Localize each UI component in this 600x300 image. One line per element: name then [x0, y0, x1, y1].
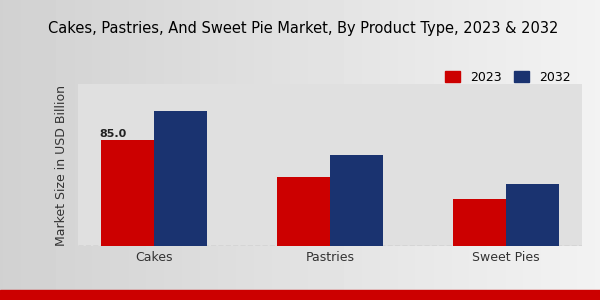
- Bar: [101, 140, 154, 246]
- Text: Cakes, Pastries, And Sweet Pie Market, By Product Type, 2023 & 2032: Cakes, Pastries, And Sweet Pie Market, B…: [48, 21, 559, 36]
- Bar: [277, 178, 330, 246]
- Bar: [454, 199, 506, 246]
- Bar: [506, 184, 559, 246]
- Legend: 2023, 2032: 2023, 2032: [440, 66, 576, 89]
- Bar: [154, 111, 206, 246]
- Y-axis label: Market Size in USD Billion: Market Size in USD Billion: [55, 85, 68, 245]
- Text: 85.0: 85.0: [99, 129, 127, 139]
- Bar: [330, 155, 383, 246]
